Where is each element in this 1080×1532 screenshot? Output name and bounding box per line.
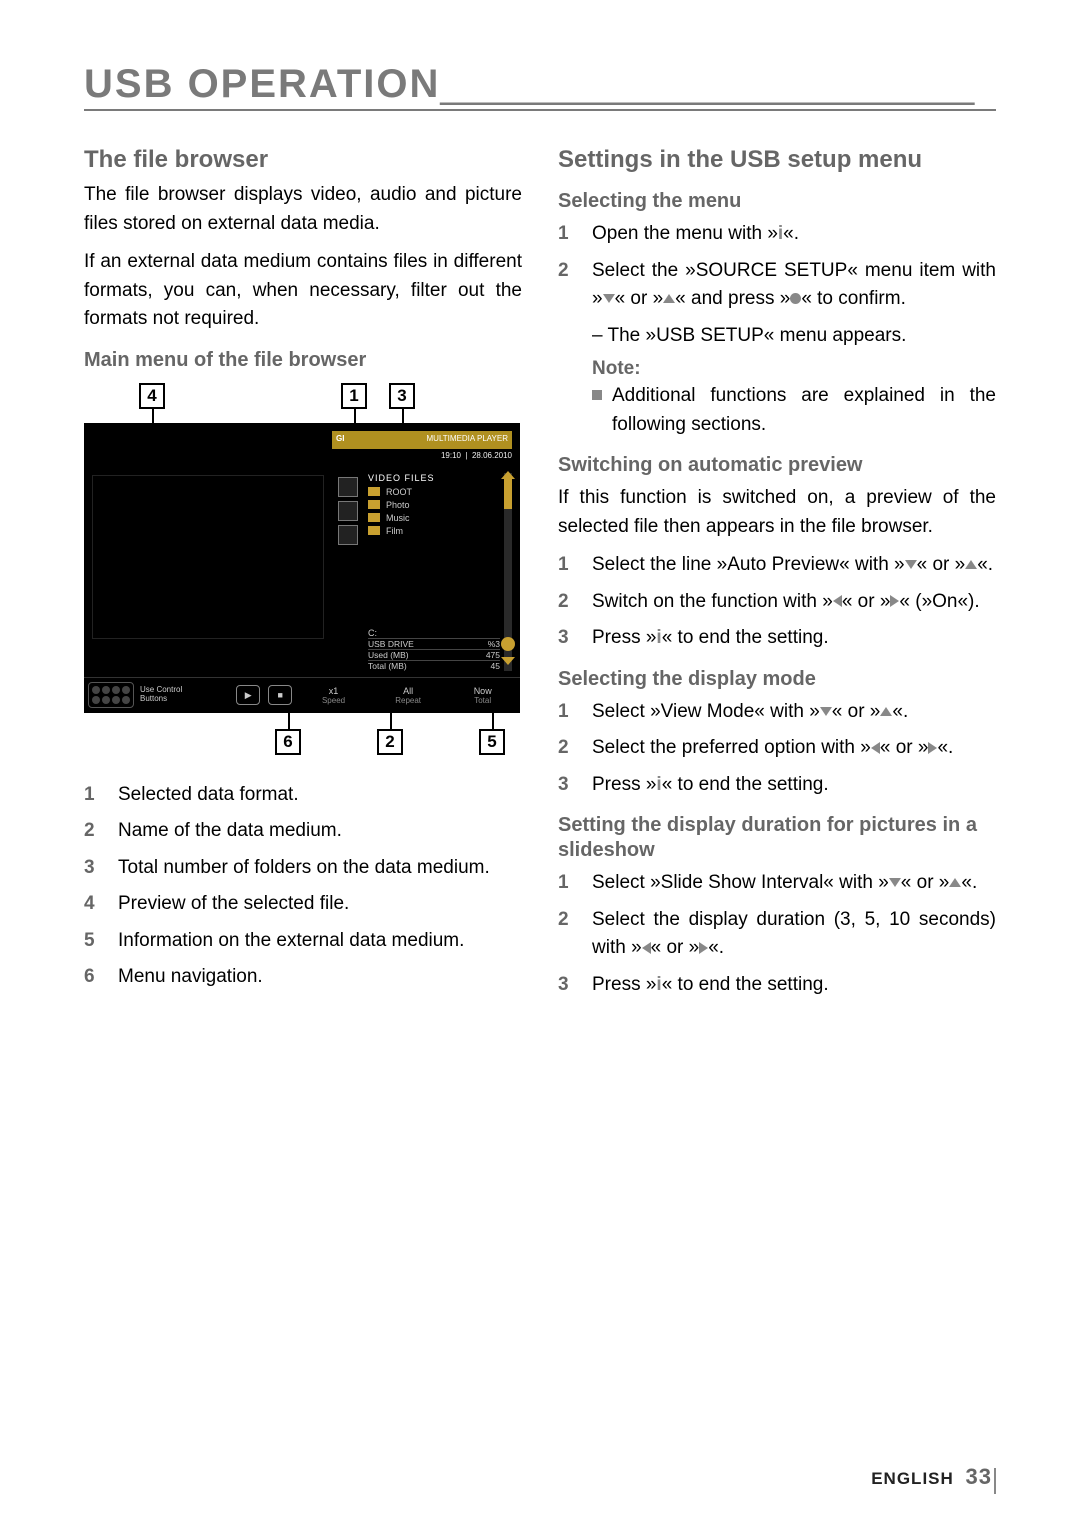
time-date: 19:10 | 28.06.2010 <box>441 451 512 465</box>
step-item: 2Select the display duration (3, 5, 10 s… <box>558 906 996 963</box>
legend-item: 4Preview of the selected file. <box>84 890 522 919</box>
step-item: 3Press »i« to end the setting. <box>558 771 996 800</box>
step-item: 1Select »Slide Show Interval« with »« or… <box>558 869 996 898</box>
right-icon <box>890 595 899 607</box>
note-box: Note: Additional functions are explained… <box>592 358 996 439</box>
main-menu-heading: Main menu of the file browser <box>84 348 522 373</box>
auto-preview-intro: If this function is switched on, a previ… <box>558 484 996 541</box>
right-icon <box>928 742 937 754</box>
footer-lang: ENGLISH <box>871 1469 954 1488</box>
auto-preview-heading: Switching on automatic preview <box>558 453 996 478</box>
right-column: Settings in the USB setup menu Selecting… <box>558 139 996 1007</box>
legend-item: 5Information on the external data medium… <box>84 927 522 956</box>
step-item: 2Switch on the function with »« or »« (»… <box>558 588 996 617</box>
format-icons <box>332 473 364 671</box>
step-item: 2 Select the »SOURCE SETUP« menu item wi… <box>558 257 996 314</box>
up-icon <box>663 294 675 303</box>
sec1-sub: – The »USB SETUP« menu appears. <box>592 322 996 351</box>
info-key-icon: i <box>778 220 783 249</box>
info-key-icon: i <box>656 771 661 800</box>
total-cell: NowTotal <box>445 686 520 705</box>
up-icon <box>880 707 892 716</box>
left-icon <box>871 742 880 754</box>
step-item: 1Select the line »Auto Preview« with »« … <box>558 551 996 580</box>
folder-panel: VIDEO FILES ROOT Photo Music Film <box>368 473 500 593</box>
panel-header: VIDEO FILES <box>368 473 500 483</box>
chapter-title: USB OPERATION________________________ <box>84 62 996 111</box>
slideshow-heading: Setting the display duration for picture… <box>558 813 996 863</box>
use-control-label: Use ControlButtons <box>140 686 182 704</box>
info-key-icon: i <box>656 624 661 653</box>
music-icon <box>338 501 358 521</box>
folder-row: Photo <box>368 500 500 510</box>
legend-item: 3Total number of folders on the data med… <box>84 854 522 883</box>
time: 19:10 <box>441 451 461 460</box>
step-item: 2Select the preferred option with »« or … <box>558 734 996 763</box>
right-icon <box>699 942 708 954</box>
legend-item: 2Name of the data medium. <box>84 817 522 846</box>
drive-label: C: <box>368 628 500 638</box>
speed-cell: x1Speed <box>296 686 371 705</box>
repeat-cell: AllRepeat <box>371 686 446 705</box>
step-item: 1Open the menu with »i«. <box>558 220 996 249</box>
sec3-steps: 1Select »View Mode« with »« or »«. 2Selec… <box>558 698 996 800</box>
step-item: 3Press »i« to end the setting. <box>558 624 996 653</box>
file-browser-heading: The file browser <box>84 145 522 175</box>
stop-button-icon: ■ <box>268 685 292 705</box>
tv-screen-mock: GRUNDIG MULTIMEDIA PLAYER 19:10 | 28.06.… <box>84 423 520 713</box>
preview-area <box>92 475 324 639</box>
callout-5: 5 <box>479 729 505 755</box>
legend-item: 6Menu navigation. <box>84 963 522 992</box>
left-column: The file browser The file browser displa… <box>84 139 522 1007</box>
down-icon <box>820 707 832 716</box>
bottom-bar: Use ControlButtons ▶ ■ x1Speed AllRepeat… <box>84 677 520 713</box>
note-title: Note: <box>592 358 996 380</box>
step-item: 1Select »View Mode« with »« or »«. <box>558 698 996 727</box>
file-browser-p2: If an external data medium contains file… <box>84 248 522 334</box>
footer-page: 33 <box>966 1464 992 1489</box>
date: 28.06.2010 <box>472 451 512 460</box>
square-bullet-icon <box>592 390 602 400</box>
down-icon <box>603 294 615 303</box>
legend-item: 1Selected data format. <box>84 781 522 810</box>
callout-4: 4 <box>139 383 165 409</box>
callout-2: 2 <box>377 729 403 755</box>
up-icon <box>949 878 961 887</box>
video-icon <box>338 477 358 497</box>
chapter-title-text: USB OPERATION <box>84 62 440 106</box>
note-text: Additional functions are explained in th… <box>612 382 996 439</box>
left-icon <box>833 595 842 607</box>
info-key-icon: i <box>656 971 661 1000</box>
photo-icon <box>338 525 358 545</box>
footer-rule <box>994 1468 996 1494</box>
callout-6: 6 <box>275 729 301 755</box>
remote-icon <box>88 682 134 708</box>
screenshot-figure: 13 4 GRUNDIG MULTIMEDIA PLAYER 19:10 | 28… <box>84 383 520 757</box>
sec1-steps: 1Open the menu with »i«. 2 Select the »SO… <box>558 220 996 314</box>
sec4-steps: 1Select »Slide Show Interval« with »« or… <box>558 869 996 999</box>
callout-3: 3 <box>389 383 415 409</box>
step-item: 3Press »i« to end the setting. <box>558 971 996 1000</box>
left-icon <box>642 942 651 954</box>
drive-info: C: USB DRIVE%3Used (MB)475Total (MB)45 <box>368 628 500 671</box>
page-footer: ENGLISH 33 <box>871 1464 992 1490</box>
ok-dot-icon <box>790 293 801 304</box>
settings-heading: Settings in the USB setup menu <box>558 145 996 175</box>
callout-1: 1 <box>341 383 367 409</box>
file-browser-p1: The file browser displays video, audio a… <box>84 181 522 238</box>
down-icon <box>889 878 901 887</box>
scrollbar <box>504 473 512 671</box>
legend-list: 1Selected data format. 2Name of the data … <box>84 781 522 992</box>
player-label: MULTIMEDIA PLAYER <box>344 431 512 449</box>
up-icon <box>965 560 977 569</box>
display-mode-heading: Selecting the display mode <box>558 667 996 692</box>
sec2-steps: 1Select the line »Auto Preview« with »« … <box>558 551 996 653</box>
folder-row: Music <box>368 513 500 523</box>
play-button-icon: ▶ <box>236 685 260 705</box>
selecting-menu-heading: Selecting the menu <box>558 189 996 214</box>
folder-row: ROOT <box>368 487 500 497</box>
folder-row: Film <box>368 526 500 536</box>
down-icon <box>905 560 917 569</box>
